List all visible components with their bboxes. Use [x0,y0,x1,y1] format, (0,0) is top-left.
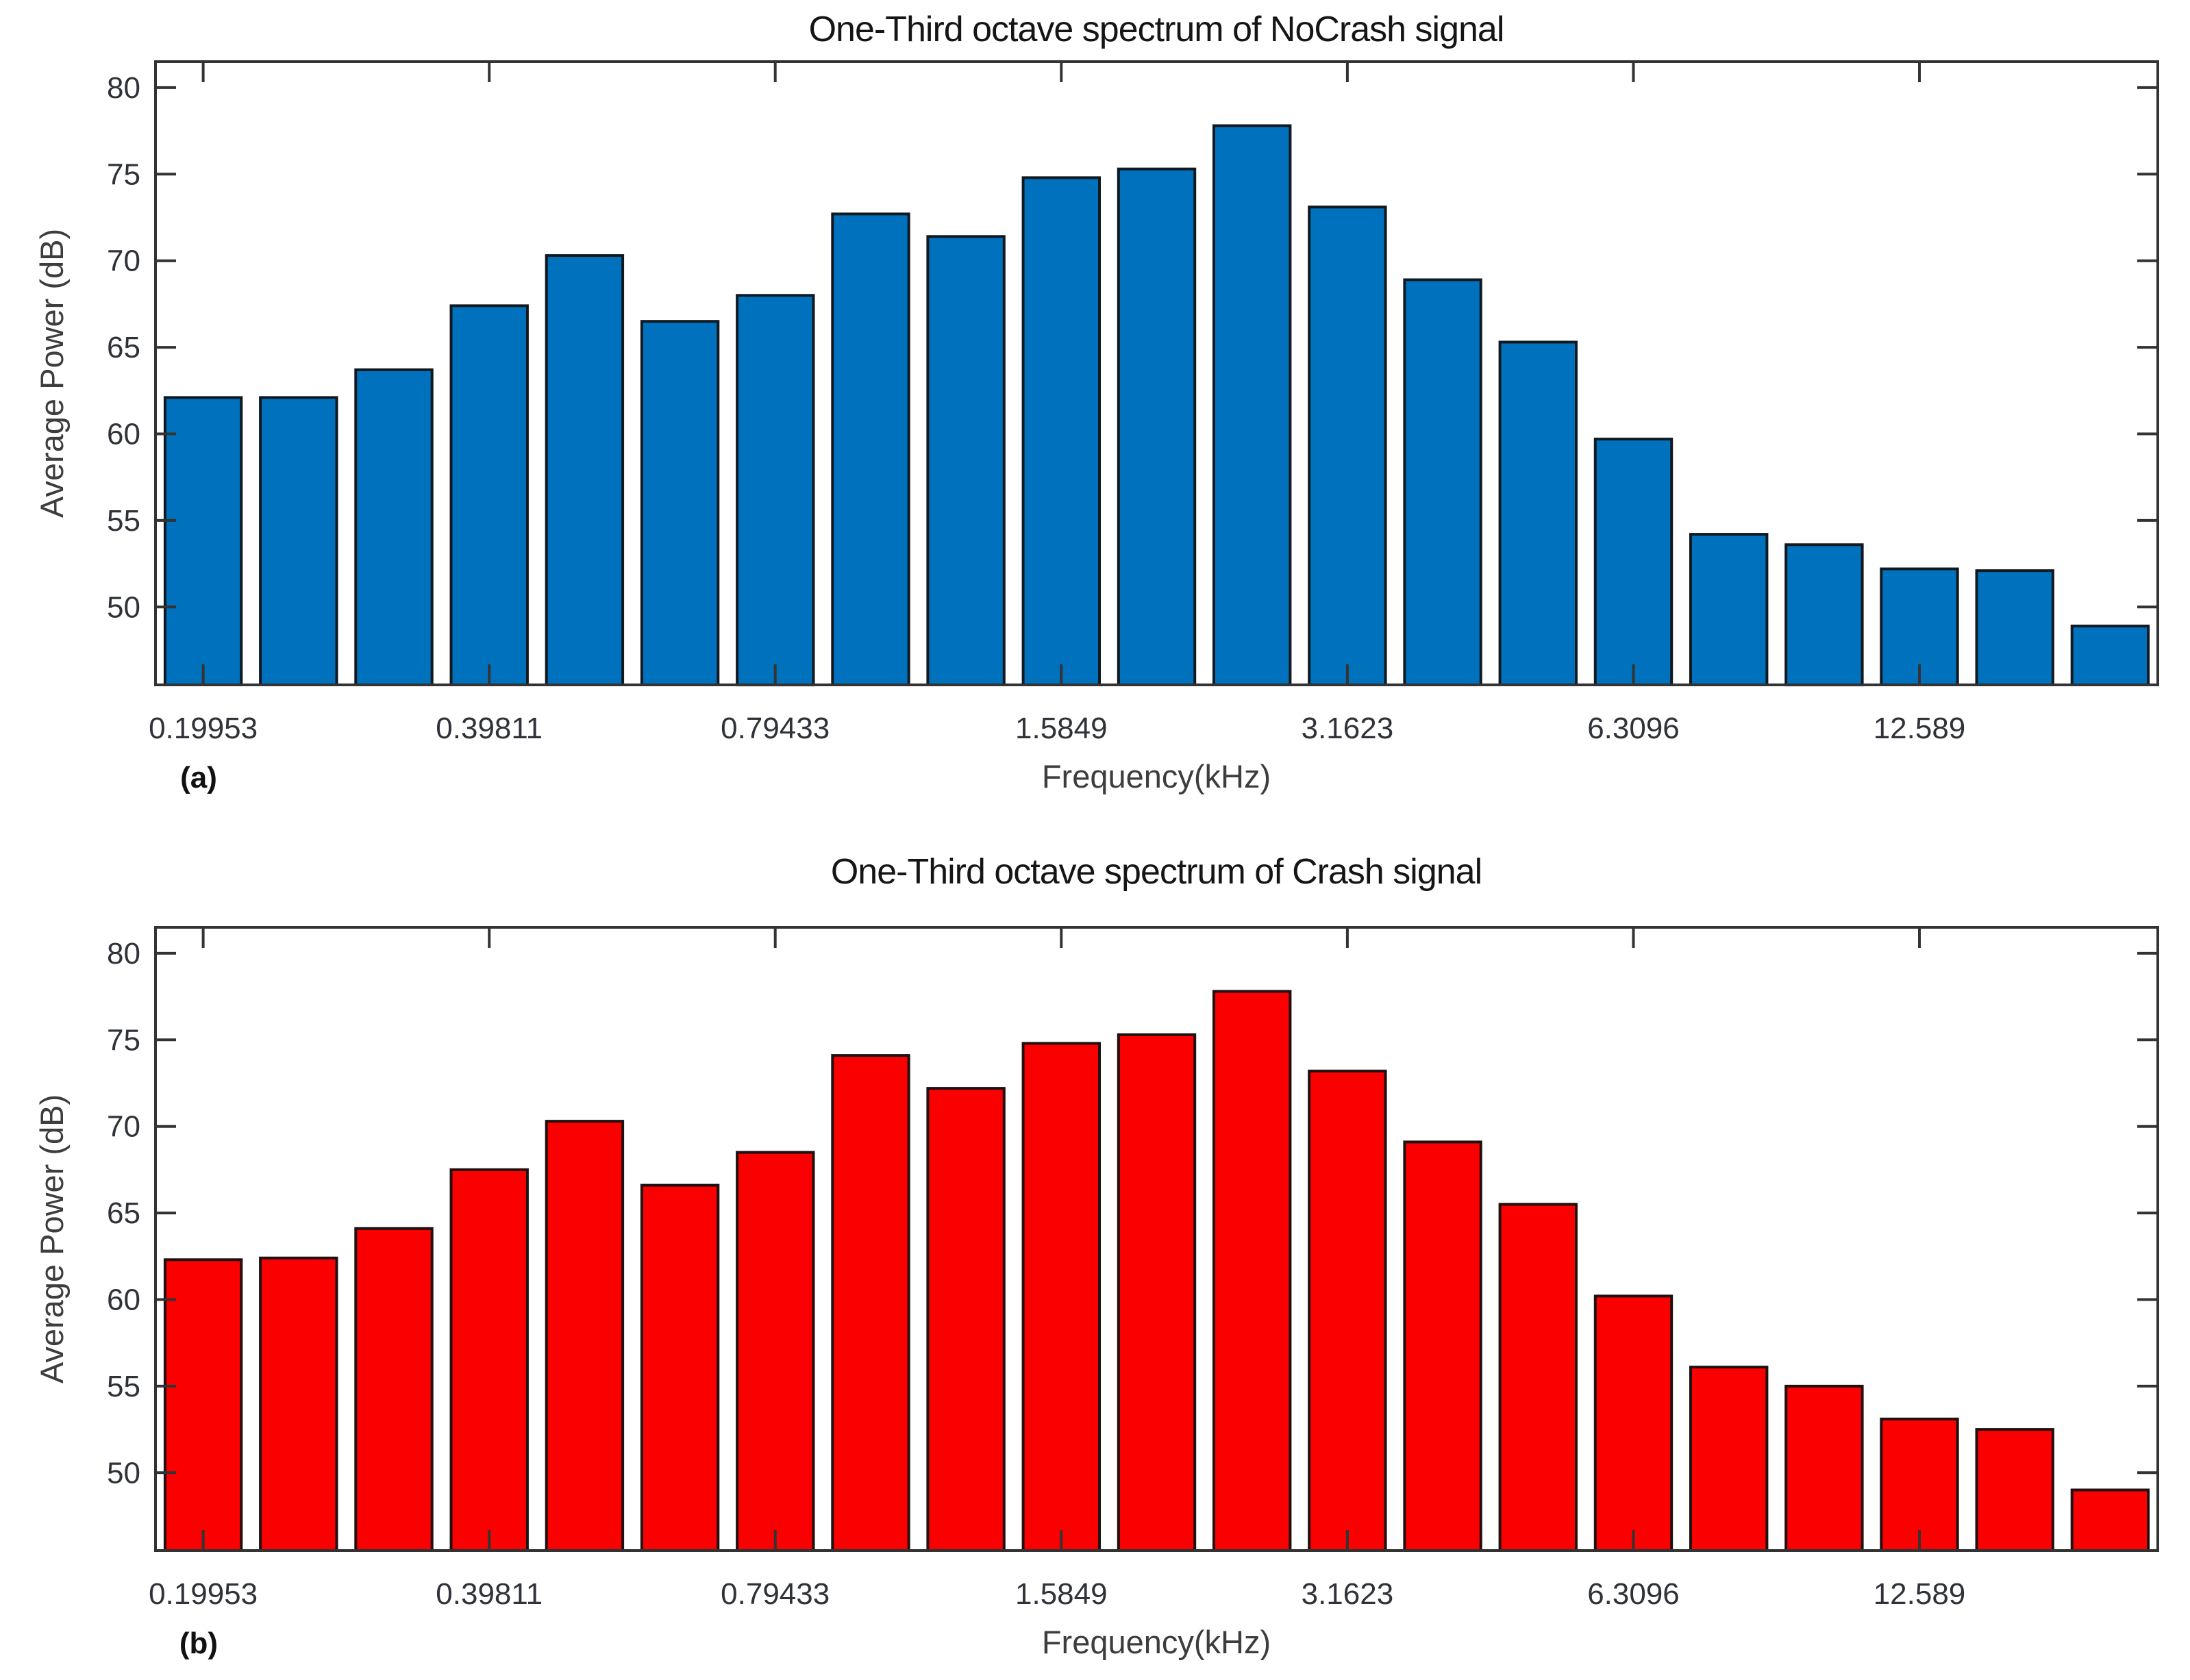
bar [1593,1294,1673,1553]
chart-nocrash: One-Third octave spectrum of NoCrash sig… [34,10,2159,794]
x-tick-label: 6.3096 [1587,1577,1680,1611]
x-tick-label: 12.589 [1874,712,1966,745]
bar [1498,340,1578,686]
y-tick-label: 60 [107,1283,140,1317]
bar [259,396,338,687]
x-tick-label: 0.79433 [721,1577,830,1611]
chart-crash: One-Third octave spectrum of Crash signa… [34,852,2159,1660]
x-tick-label: 3.1623 [1302,1577,1394,1611]
bar [2070,625,2150,686]
x-tick-label: 0.39811 [436,1577,543,1611]
bar [831,1054,910,1552]
y-tick-label: 75 [107,1023,140,1057]
plot-area-nocrash: 50 55 60 65 70 75 80 0.19953 0.39811 0.79433 1.584… [107,60,2159,745]
bar [640,1183,720,1552]
bar [449,304,529,686]
x-tick-label: 3.1623 [1302,712,1394,745]
y-tick-label: 55 [107,504,140,538]
x-tick-label: 0.19953 [149,1577,258,1611]
x-tick-label: 1.5849 [1015,712,1108,745]
bar [1212,124,1292,686]
bar [1689,1366,1769,1552]
bar [1021,176,1101,686]
bar [1975,569,2054,687]
bar [1117,1033,1197,1552]
subfigure-caption-b: (b) [179,1627,218,1660]
y-tick-label: 50 [107,1456,140,1490]
y-tick-label: 70 [107,245,140,278]
bar [926,1087,1006,1552]
chart-title: One-Third octave spectrum of Crash signa… [831,852,1482,892]
y-tick-label: 80 [107,71,140,105]
x-tick-label: 1.5849 [1015,1577,1108,1611]
y-axis-label: Average Power (dB) [34,229,70,518]
x-tick-label: 6.3096 [1587,712,1680,745]
subfigure-caption-a: (a) [180,761,217,794]
bar [1593,438,1673,686]
x-axis-label: Frequency(kHz) [1042,1624,1271,1660]
y-axis-label: Average Power (dB) [34,1094,70,1383]
y-tick-label: 60 [107,418,140,451]
bar [2070,1488,2150,1552]
bar [545,1120,625,1552]
x-axis-label: Frequency(kHz) [1042,758,1271,794]
bar [1880,1417,1959,1552]
bar [831,212,910,686]
bar [163,1258,243,1553]
x-tick-label: 12.589 [1874,1577,1966,1611]
bar [1308,1069,1387,1553]
bar [1403,278,1482,686]
bar [1117,167,1197,686]
y-tick-label: 65 [107,331,140,364]
bar [640,320,720,686]
plot-box [154,926,2159,1552]
x-tick-label: 0.79433 [721,712,830,745]
y-tick-label: 80 [107,937,140,970]
y-tick-label: 65 [107,1196,140,1230]
bar [1784,543,1864,687]
bar [1784,1384,1864,1553]
y-tick-label: 50 [107,590,140,624]
bar [354,1227,434,1553]
plot-box [154,60,2159,686]
bar [259,1256,338,1553]
x-tick-label: 0.19953 [149,712,258,745]
bar [1403,1140,1482,1552]
bar [1021,1042,1101,1552]
bar [163,396,243,687]
bar [926,235,1006,686]
bar [449,1168,529,1552]
chart-title: One-Third octave spectrum of NoCrash sig… [809,10,1504,49]
bar [1308,205,1387,686]
bar [736,1151,815,1552]
bar [354,368,434,687]
plot-area-crash: 50 55 60 65 70 75 80 0.19953 0.39811 0.79433 1.584… [107,926,2159,1611]
bar [1212,990,1292,1552]
bar [1498,1203,1578,1553]
y-tick-label: 75 [107,158,140,191]
bar [545,254,625,687]
y-tick-label: 70 [107,1110,140,1144]
y-tick-label: 55 [107,1370,140,1403]
bar [736,294,815,687]
bar [1689,533,1769,686]
x-tick-label: 0.39811 [436,712,543,745]
bar [1975,1428,2054,1553]
